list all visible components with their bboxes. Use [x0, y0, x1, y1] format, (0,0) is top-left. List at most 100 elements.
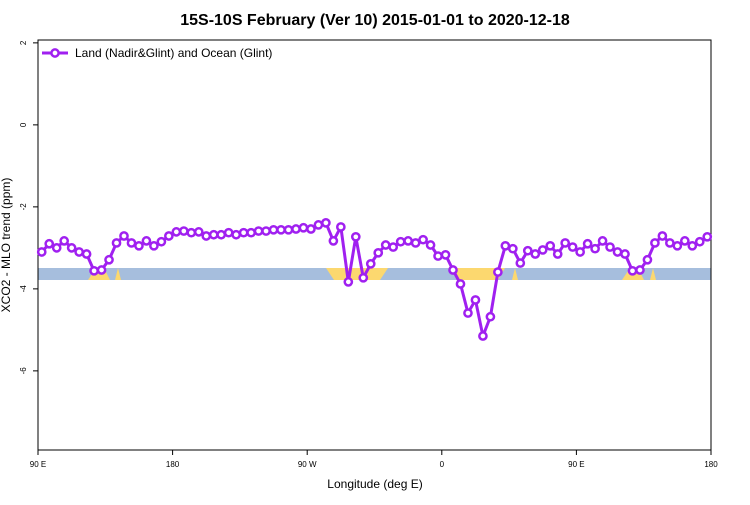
- data-point: [313, 220, 324, 230]
- data-point: [89, 265, 99, 276]
- data-point: [350, 231, 361, 242]
- plot-frame: [37, 39, 712, 451]
- x-tick-label: 90 W: [298, 460, 317, 469]
- data-point: [493, 267, 503, 277]
- data-point: [74, 247, 84, 257]
- data-point: [306, 224, 316, 234]
- data-point: [552, 249, 563, 259]
- x-tick-label: 90 E: [30, 460, 46, 469]
- data-point: [560, 238, 571, 248]
- data-point: [679, 236, 690, 246]
- data-point: [66, 243, 77, 253]
- x-tick-label: 180: [166, 460, 180, 469]
- data-point: [478, 331, 488, 341]
- data-point: [246, 227, 256, 238]
- data-point: [51, 243, 62, 253]
- data-point: [343, 277, 354, 287]
- y-tick-label: -2: [19, 203, 28, 211]
- data-point: [44, 238, 55, 249]
- land-patch: [512, 268, 518, 280]
- chart-title: 15S-10S February (Ver 10) 2015-01-01 to …: [180, 12, 570, 29]
- data-point: [418, 234, 428, 245]
- data-point: [635, 265, 645, 275]
- data-point: [575, 247, 585, 257]
- data-point: [515, 258, 526, 268]
- data-point: [119, 231, 129, 241]
- data-point: [261, 226, 271, 236]
- data-point: [388, 242, 399, 252]
- data-point: [231, 229, 242, 240]
- data-point: [530, 249, 541, 259]
- data-point: [104, 254, 114, 265]
- y-tick-label: 2: [19, 40, 28, 45]
- land-patch: [448, 268, 505, 280]
- data-point: [336, 222, 346, 232]
- data-point: [612, 247, 623, 257]
- x-tick-label: 90 E: [568, 460, 584, 469]
- data-point: [395, 236, 406, 247]
- data-point: [141, 236, 152, 246]
- data-point: [328, 236, 339, 246]
- data-point: [440, 249, 451, 260]
- data-point: [620, 249, 630, 259]
- data-point: [208, 229, 219, 240]
- land-patch: [115, 268, 121, 280]
- data-point: [597, 236, 608, 246]
- data-point: [149, 240, 159, 251]
- data-point: [321, 218, 331, 228]
- data-point: [485, 311, 496, 322]
- legend-marker: [50, 48, 60, 58]
- data-point: [178, 226, 189, 236]
- data-point: [201, 231, 212, 241]
- data-point: [537, 245, 548, 255]
- data-point: [59, 236, 70, 246]
- data-point: [276, 224, 286, 235]
- x-tick-label: 180: [704, 460, 718, 469]
- data-point: [253, 226, 264, 236]
- data-point: [665, 238, 675, 248]
- data-point: [223, 227, 234, 238]
- data-point: [193, 227, 204, 237]
- data-point: [605, 242, 615, 252]
- data-point: [186, 227, 197, 238]
- data-point: [365, 259, 376, 269]
- data-point: [373, 247, 384, 258]
- data-point: [238, 227, 249, 238]
- data-point: [463, 308, 473, 318]
- data-point: [582, 238, 593, 249]
- data-point: [216, 229, 227, 240]
- data-point: [268, 224, 279, 235]
- data-point: [433, 251, 443, 261]
- data-point: [590, 243, 600, 254]
- data-point: [657, 231, 668, 241]
- data-point: [380, 240, 391, 250]
- data-point: [507, 243, 518, 254]
- land-patch: [326, 268, 388, 280]
- data-point: [283, 224, 294, 235]
- x-axis-label: Longitude (deg E): [327, 477, 422, 491]
- data-point: [134, 240, 144, 251]
- data-point: [96, 265, 107, 275]
- data-point: [410, 238, 421, 248]
- legend-label: Land (Nadir&Glint) and Ocean (Glint): [75, 46, 272, 60]
- data-point: [470, 295, 481, 305]
- data-point: [567, 242, 578, 252]
- data-point: [171, 227, 182, 237]
- data-point: [126, 238, 137, 248]
- data-point: [650, 238, 660, 248]
- y-axis-label: XCO2 - MLO trend (ppm): [0, 178, 13, 313]
- data-point: [687, 240, 698, 251]
- y-tick-label: 0: [19, 122, 28, 127]
- data-point: [164, 231, 174, 241]
- data-point: [500, 240, 511, 251]
- y-tick-label: -6: [19, 367, 28, 375]
- data-point: [627, 265, 638, 276]
- data-point: [545, 240, 556, 251]
- data-point: [291, 224, 301, 234]
- data-point: [36, 247, 47, 257]
- data-point: [642, 254, 653, 265]
- data-point: [694, 236, 705, 247]
- x-tick-label: 0: [440, 460, 445, 469]
- data-point: [298, 222, 309, 233]
